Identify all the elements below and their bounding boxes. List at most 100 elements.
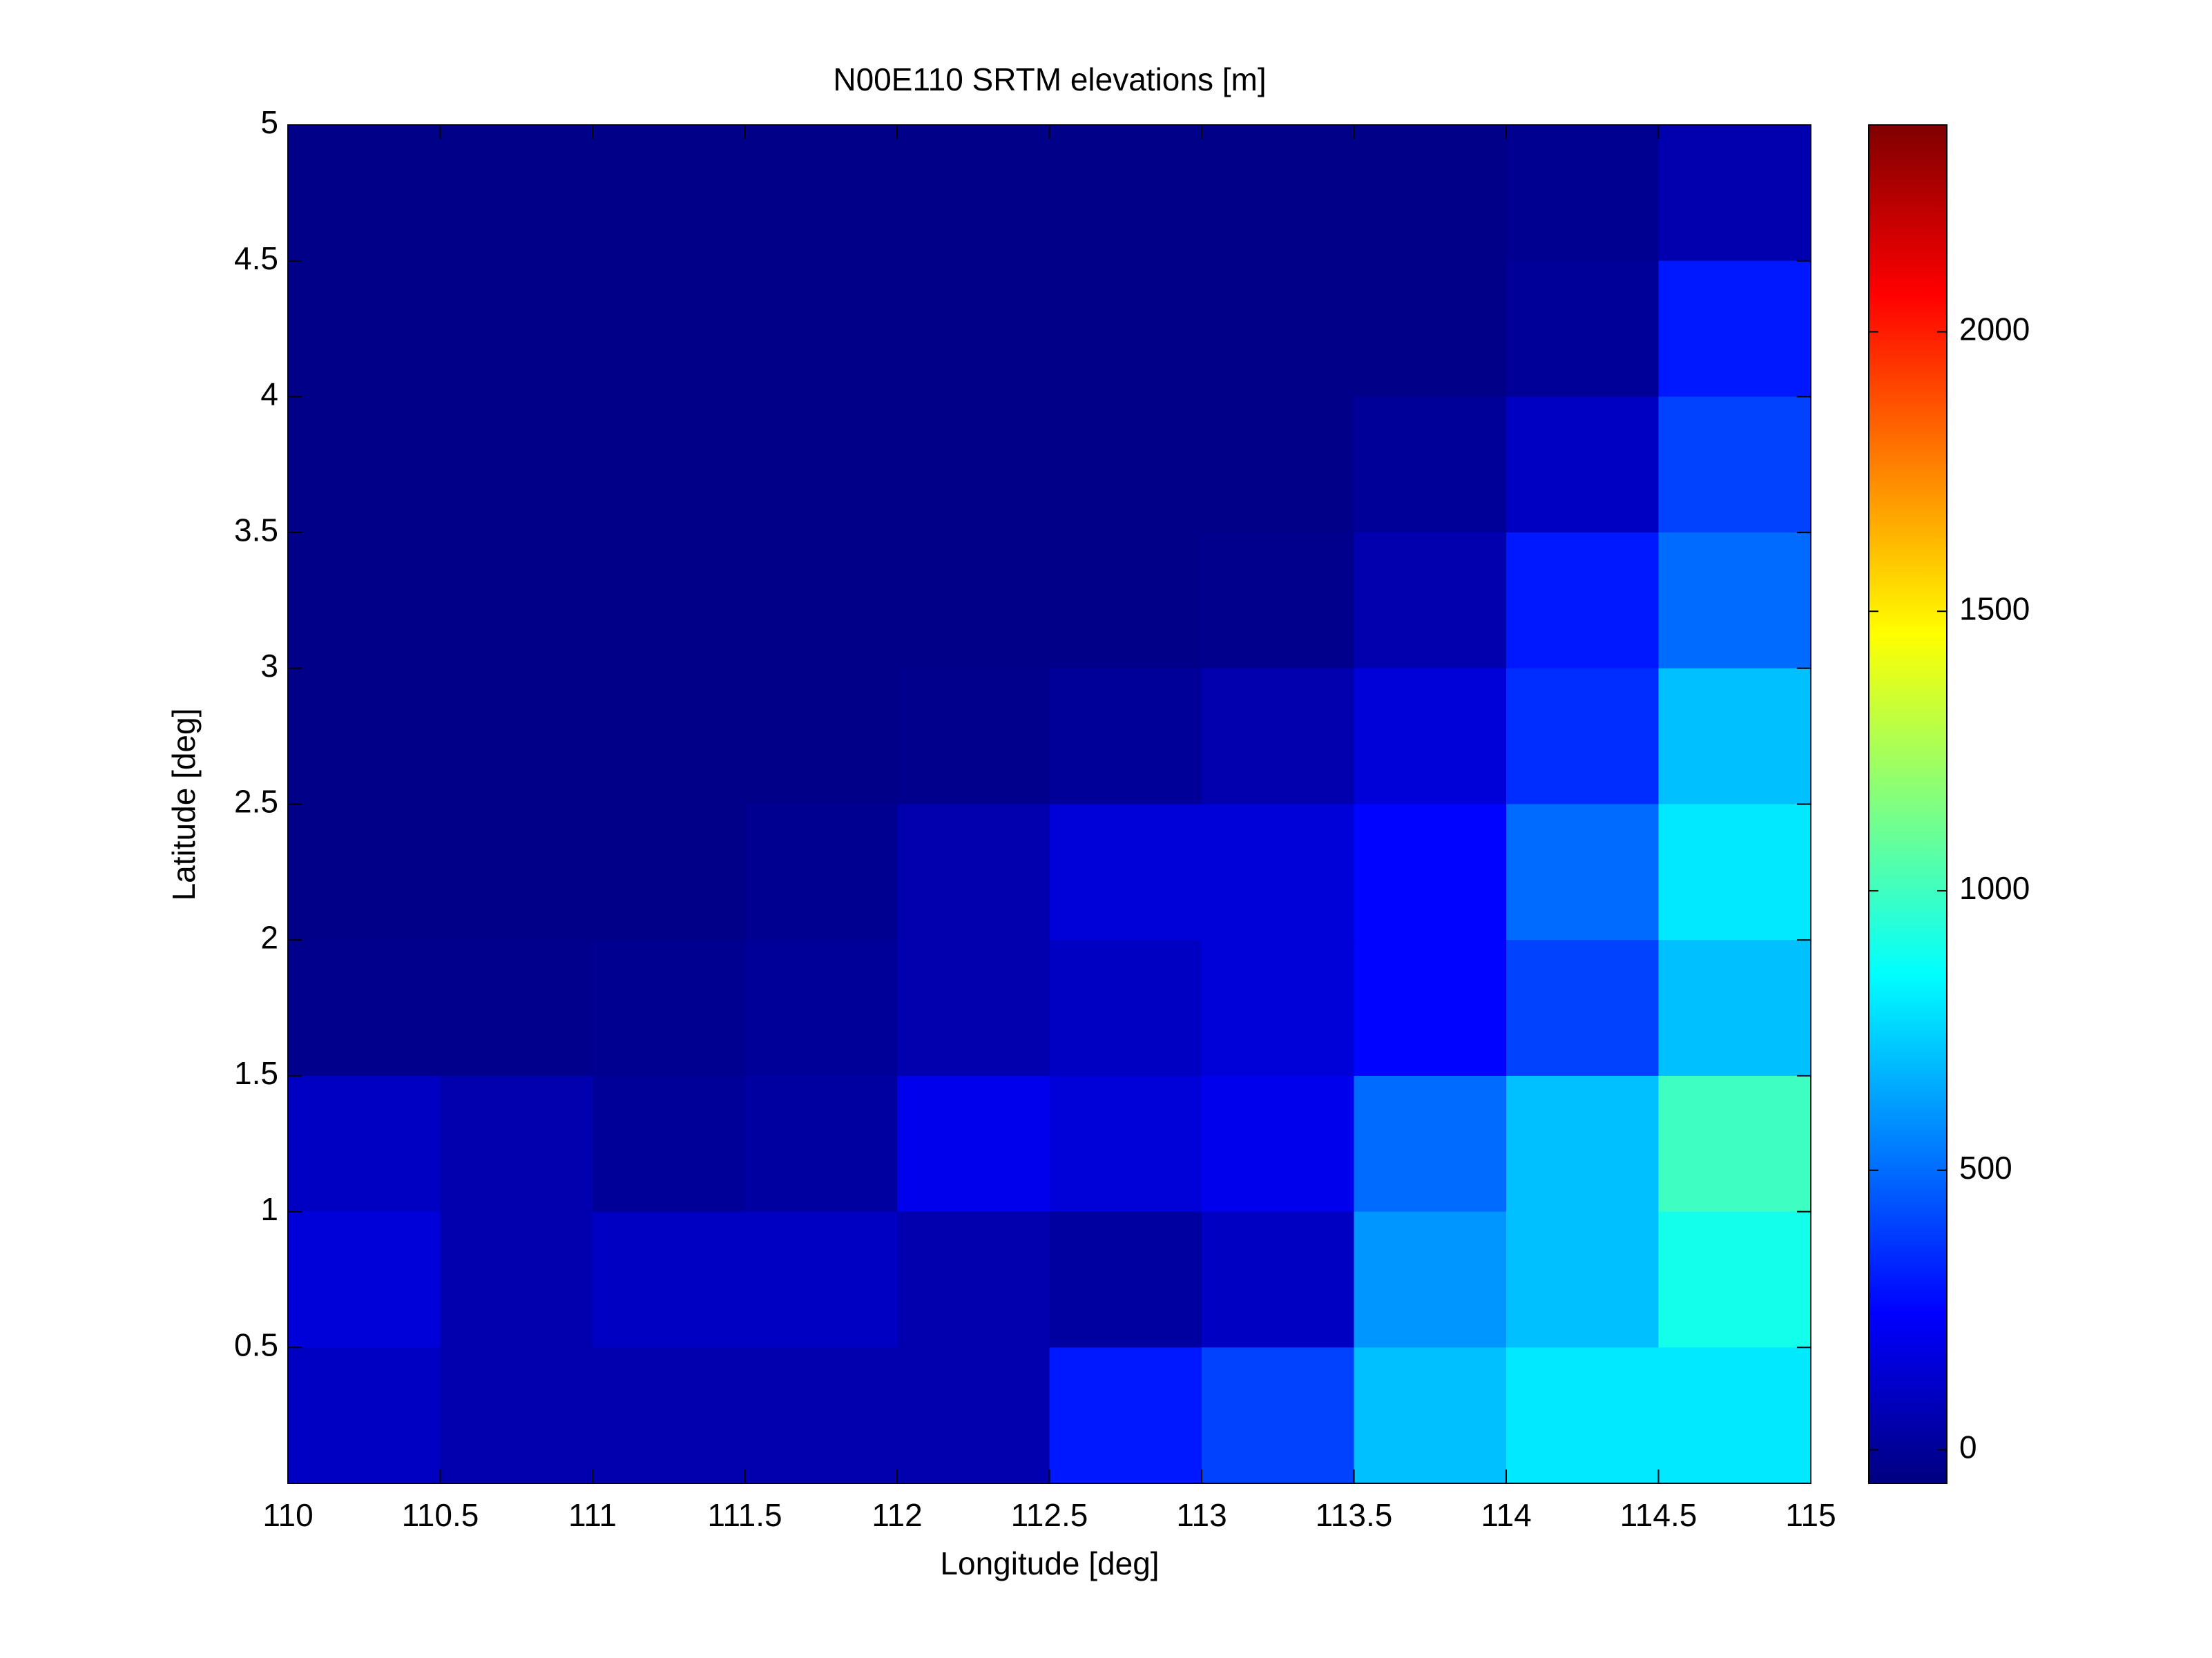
heat-cell xyxy=(1049,396,1202,533)
y-tick-label: 5 xyxy=(260,104,278,140)
heat-cell xyxy=(1354,260,1507,397)
x-tick-label: 110.5 xyxy=(402,1497,479,1533)
heat-cell xyxy=(1202,940,1354,1077)
colorbar-tick-label: 500 xyxy=(1959,1150,2012,1186)
colorbar-tick-label: 2000 xyxy=(1959,311,2030,347)
heat-cell xyxy=(1506,396,1659,533)
heat-cell xyxy=(1049,125,1202,262)
heat-cell xyxy=(1049,668,1202,804)
y-tick-label: 2 xyxy=(260,919,278,955)
x-tick-label: 111.5 xyxy=(707,1497,782,1533)
heat-cell xyxy=(744,804,898,941)
heat-cell xyxy=(440,1211,593,1348)
heat-cell xyxy=(288,668,441,804)
heat-cell xyxy=(288,1211,441,1348)
heat-cell xyxy=(1049,1211,1202,1348)
heat-cell xyxy=(1049,940,1202,1077)
heat-cell xyxy=(1506,532,1659,669)
heat-cell xyxy=(288,1075,441,1213)
heat-cell xyxy=(593,804,745,941)
heat-cell xyxy=(440,396,593,533)
y-tick-label: 3 xyxy=(260,648,278,684)
heat-cell xyxy=(440,1075,593,1213)
heat-cell xyxy=(1354,1211,1507,1348)
heat-cell xyxy=(897,940,1050,1077)
heat-cell xyxy=(1506,668,1659,804)
heat-cell xyxy=(897,1347,1050,1484)
colorbar-tick-label: 1500 xyxy=(1959,590,2030,626)
heat-cell xyxy=(288,532,441,669)
y-tick-label: 4 xyxy=(260,376,278,412)
heat-cell xyxy=(1354,804,1507,941)
heat-cell xyxy=(288,1347,441,1484)
x-tick-label: 114.5 xyxy=(1620,1497,1698,1533)
heat-cell xyxy=(1506,1347,1659,1484)
heat-cell xyxy=(1658,804,1811,941)
x-tick-label: 114 xyxy=(1481,1497,1531,1533)
heat-cell xyxy=(1506,1211,1659,1348)
x-tick-label: 115 xyxy=(1785,1497,1836,1533)
heat-cell xyxy=(440,668,593,804)
colorbar xyxy=(1868,124,1947,1484)
heat-cell xyxy=(1506,1075,1659,1213)
heat-cell xyxy=(440,940,593,1077)
heat-cell xyxy=(288,125,441,262)
heat-cell xyxy=(440,804,593,941)
heat-cell xyxy=(1354,940,1507,1077)
x-tick-label: 113.5 xyxy=(1316,1497,1393,1533)
heat-cell xyxy=(1049,804,1202,941)
y-tick-label: 2.5 xyxy=(234,784,278,820)
heat-cell xyxy=(897,668,1050,804)
heat-cell xyxy=(897,125,1050,262)
x-tick-label: 113 xyxy=(1176,1497,1227,1533)
heat-cell xyxy=(897,1075,1050,1213)
heat-cell xyxy=(288,804,441,941)
heat-cell xyxy=(593,940,745,1077)
heat-cell xyxy=(1202,668,1354,804)
heat-cell xyxy=(1658,396,1811,533)
heat-cell xyxy=(440,1347,593,1484)
heat-cell xyxy=(1658,668,1811,804)
heat-cell xyxy=(744,125,898,262)
x-tick-label: 110 xyxy=(262,1497,313,1533)
heat-cell xyxy=(1202,1211,1354,1348)
x-tick-label: 111 xyxy=(568,1497,617,1533)
heat-cell xyxy=(1658,1211,1811,1348)
heat-cell xyxy=(288,396,441,533)
x-tick-label: 112.5 xyxy=(1011,1497,1088,1533)
heat-cell xyxy=(1049,1075,1202,1213)
heat-cell xyxy=(1658,532,1811,669)
heat-cell xyxy=(1354,1347,1507,1484)
heat-cell xyxy=(1202,260,1354,397)
heat-cell xyxy=(744,260,898,397)
heat-cell xyxy=(744,396,898,533)
chart-title: N00E110 SRTM elevations [m] xyxy=(833,61,1266,97)
y-tick-label: 1 xyxy=(260,1191,278,1227)
heat-cell xyxy=(593,1211,745,1348)
heat-cell xyxy=(1354,668,1507,804)
heat-cell xyxy=(897,1211,1050,1348)
heat-cell xyxy=(1202,532,1354,669)
heat-cell xyxy=(1658,940,1811,1077)
heat-cell xyxy=(897,532,1050,669)
heat-cell xyxy=(440,125,593,262)
heat-cell xyxy=(440,260,593,397)
heat-cell xyxy=(744,668,898,804)
heat-cell xyxy=(593,260,745,397)
heat-cell xyxy=(1202,1347,1354,1484)
heat-cell xyxy=(1049,260,1202,397)
heat-cell xyxy=(593,532,745,669)
x-tick-label: 112 xyxy=(872,1497,922,1533)
heat-cell xyxy=(593,1347,745,1484)
heat-cell xyxy=(1658,1075,1811,1213)
heat-cell xyxy=(1506,125,1659,262)
heat-cell xyxy=(1354,532,1507,669)
y-axis-label: Latitude [deg] xyxy=(166,708,202,901)
heat-cell xyxy=(1354,125,1507,262)
heat-cell xyxy=(744,532,898,669)
heat-cell xyxy=(288,260,441,397)
heat-cell xyxy=(744,940,898,1077)
heat-cell xyxy=(744,1211,898,1348)
y-tick-label: 1.5 xyxy=(234,1055,278,1091)
